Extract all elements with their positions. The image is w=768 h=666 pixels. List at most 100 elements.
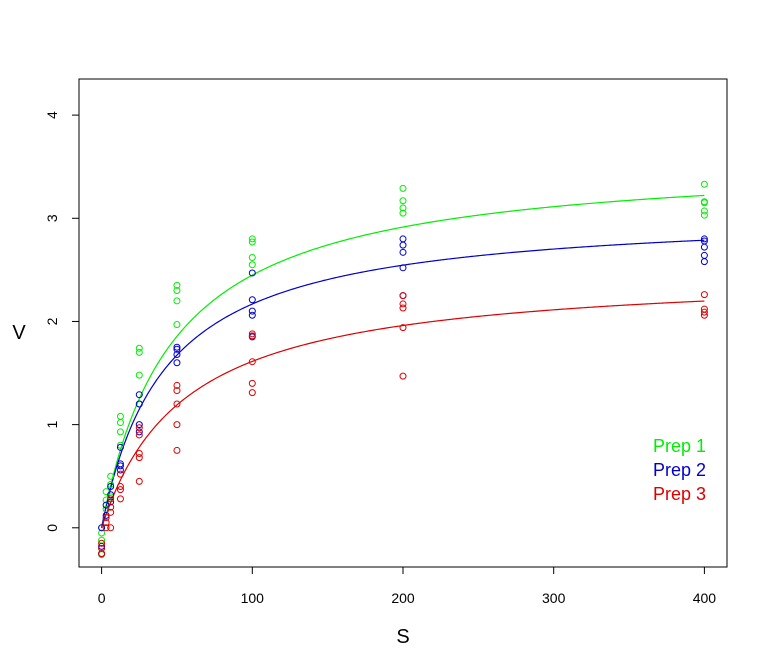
- data-point: [399, 300, 407, 308]
- data-point: [102, 519, 110, 527]
- data-point: [116, 460, 124, 468]
- data-point: [700, 258, 708, 266]
- data-point: [116, 443, 124, 451]
- data-point: [248, 332, 256, 340]
- data-point: [173, 321, 181, 329]
- y-tick-label: 3: [44, 214, 60, 222]
- data-point: [98, 539, 106, 547]
- legend-entry: Prep 1: [653, 436, 706, 456]
- data-point: [135, 450, 143, 458]
- data-point: [700, 243, 708, 251]
- data-point: [135, 371, 143, 379]
- data-point: [116, 483, 124, 491]
- data-point: [248, 253, 256, 261]
- y-tick-label: 2: [44, 317, 60, 325]
- legend-entry: Prep 2: [653, 460, 706, 480]
- data-point: [135, 454, 143, 462]
- data-point: [700, 251, 708, 259]
- data-point: [102, 513, 110, 521]
- data-point: [248, 379, 256, 387]
- y-tick-label: 4: [44, 111, 60, 119]
- data-point: [173, 345, 181, 353]
- data-point: [135, 421, 143, 429]
- fit-curve: [101, 239, 705, 528]
- data-point: [248, 330, 256, 338]
- data-point: [700, 305, 708, 313]
- data-point: [116, 470, 124, 478]
- data-point: [700, 207, 708, 215]
- data-point: [399, 292, 407, 300]
- axes: 0 100 200 300 400 0 1 2 3 4: [44, 111, 716, 606]
- data-point: [135, 348, 143, 356]
- data-point: [116, 495, 124, 503]
- data-point: [135, 428, 143, 436]
- data-point: [98, 550, 106, 558]
- data-point: [107, 472, 115, 480]
- legend-entry: Prep 3: [653, 484, 706, 504]
- data-point: [248, 358, 256, 366]
- data-point: [107, 495, 115, 503]
- data-point: [173, 359, 181, 367]
- x-tick-label: 200: [391, 590, 415, 606]
- y-tick-label: 1: [44, 421, 60, 429]
- data-point: [173, 400, 181, 408]
- data-point: [399, 304, 407, 312]
- data-points: [98, 180, 708, 559]
- y-tick-label: 0: [44, 524, 60, 532]
- x-axis-label: S: [396, 626, 409, 648]
- data-point: [116, 462, 124, 470]
- data-point: [248, 261, 256, 269]
- plot-frame: [78, 78, 728, 568]
- data-point: [399, 209, 407, 217]
- data-point: [399, 264, 407, 272]
- data-point: [135, 431, 143, 439]
- data-point: [98, 524, 106, 532]
- data-point: [107, 524, 115, 532]
- data-point: [248, 307, 256, 315]
- data-point: [700, 235, 708, 243]
- data-point: [173, 297, 181, 305]
- x-tick-label: 0: [98, 590, 106, 606]
- data-point: [107, 483, 115, 491]
- data-point: [116, 419, 124, 427]
- data-point: [116, 486, 124, 494]
- fit-curve: [101, 300, 705, 528]
- data-point: [248, 389, 256, 397]
- data-point: [173, 446, 181, 454]
- data-point: [700, 180, 708, 188]
- data-point: [107, 503, 115, 511]
- legend: Prep 1 Prep 2 Prep 3: [653, 436, 706, 504]
- data-point: [135, 400, 143, 408]
- data-point: [107, 493, 115, 501]
- data-point: [116, 441, 124, 449]
- x-tick-label: 400: [693, 590, 717, 606]
- data-point: [700, 198, 708, 206]
- data-point: [700, 237, 708, 245]
- data-point: [107, 480, 115, 488]
- data-point: [173, 343, 181, 351]
- data-point: [248, 269, 256, 277]
- data-point: [399, 235, 407, 243]
- data-point: [248, 238, 256, 246]
- fitted-curves: [101, 194, 705, 528]
- data-point: [173, 381, 181, 389]
- data-point: [173, 350, 181, 358]
- data-point: [98, 542, 106, 550]
- data-point: [98, 529, 106, 537]
- data-point: [173, 421, 181, 429]
- data-point: [399, 197, 407, 205]
- data-point: [116, 412, 124, 420]
- x-tick-label: 300: [542, 590, 566, 606]
- data-point: [98, 544, 106, 552]
- y-axis-label: V: [12, 322, 26, 344]
- data-point: [135, 344, 143, 352]
- data-point: [399, 372, 407, 380]
- data-point: [248, 296, 256, 304]
- data-point: [173, 281, 181, 289]
- data-point: [107, 498, 115, 506]
- data-point: [248, 235, 256, 243]
- data-point: [135, 391, 143, 399]
- data-point: [116, 428, 124, 436]
- data-point: [107, 491, 115, 499]
